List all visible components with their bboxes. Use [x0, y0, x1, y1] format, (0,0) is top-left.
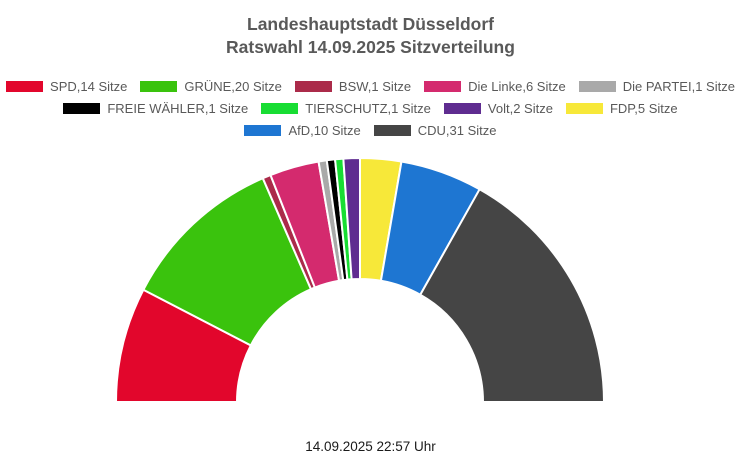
slice-cdu[interactable]	[418, 187, 606, 403]
chart-title: Landeshauptstadt Düsseldorf Ratswahl 14.…	[0, 13, 741, 59]
legend-swatch-icon	[63, 103, 101, 114]
legend-label: CDU,31 Sitze	[417, 123, 497, 138]
legend-row-3: AfD,10 Sitze CDU,31 Sitze	[0, 124, 741, 137]
legend-item-cdu: CDU,31 Sitze	[373, 123, 497, 138]
legend-swatch-icon	[373, 125, 411, 136]
legend-label: BSW,1 Sitze	[338, 79, 412, 94]
legend-swatch-icon	[424, 81, 462, 92]
legend-item-tierschutz: TIERSCHUTZ,1 Sitze	[261, 102, 431, 115]
legend-item-freie-w-hler: FREIE WÄHLER,1 Sitze	[63, 102, 248, 115]
legend-item-afd: AfD,10 Sitze	[244, 123, 361, 138]
legend-item-spd: SPD,14 Sitze	[6, 80, 127, 93]
legend-swatch-icon	[261, 103, 299, 114]
legend-swatch-icon	[294, 81, 332, 92]
legend-item-die-partei: Die PARTEI,1 Sitze	[578, 79, 735, 94]
legend: SPD,14 Sitze GRÜNE,20 Sitze BSW,1 Sitze Die…	[0, 80, 741, 146]
legend-swatch-icon	[565, 103, 603, 114]
legend-label: Die Linke,6 Sitze	[468, 79, 566, 94]
legend-label: Die PARTEI,1 Sitze	[622, 79, 735, 94]
timestamp: 14.09.2025 22:57 Uhr	[305, 439, 436, 454]
legend-label: FREIE WÄHLER,1 Sitze	[107, 101, 249, 116]
legend-label: Volt,2 Sitze	[487, 101, 553, 116]
legend-item-fdp: FDP,5 Sitze	[565, 101, 678, 116]
legend-swatch-icon	[6, 81, 44, 92]
legend-label: SPD,14 Sitze	[50, 79, 128, 94]
legend-label: GRÜNE,20 Sitze	[184, 79, 282, 94]
legend-row-2: FREIE WÄHLER,1 Sitze TIERSCHUTZ,1 Sitze Vo…	[0, 102, 741, 115]
legend-label: FDP,5 Sitze	[609, 101, 678, 116]
legend-swatch-icon	[140, 81, 178, 92]
chart-title-line2: Ratswahl 14.09.2025 Sitzverteilung	[226, 37, 515, 57]
legend-swatch-icon	[578, 81, 616, 92]
legend-swatch-icon	[443, 103, 481, 114]
chart-title-line1: Landeshauptstadt Düsseldorf	[247, 14, 494, 34]
legend-swatch-icon	[244, 125, 282, 136]
legend-label: AfD,10 Sitze	[288, 123, 361, 138]
legend-item-gr-ne: GRÜNE,20 Sitze	[140, 80, 282, 93]
legend-label: TIERSCHUTZ,1 Sitze	[305, 101, 431, 116]
legend-item-volt: Volt,2 Sitze	[443, 101, 553, 116]
legend-row-1: SPD,14 Sitze GRÜNE,20 Sitze BSW,1 Sitze Die…	[0, 80, 741, 93]
legend-item-bsw: BSW,1 Sitze	[294, 79, 412, 94]
legend-item-die-linke: Die Linke,6 Sitze	[424, 80, 566, 93]
